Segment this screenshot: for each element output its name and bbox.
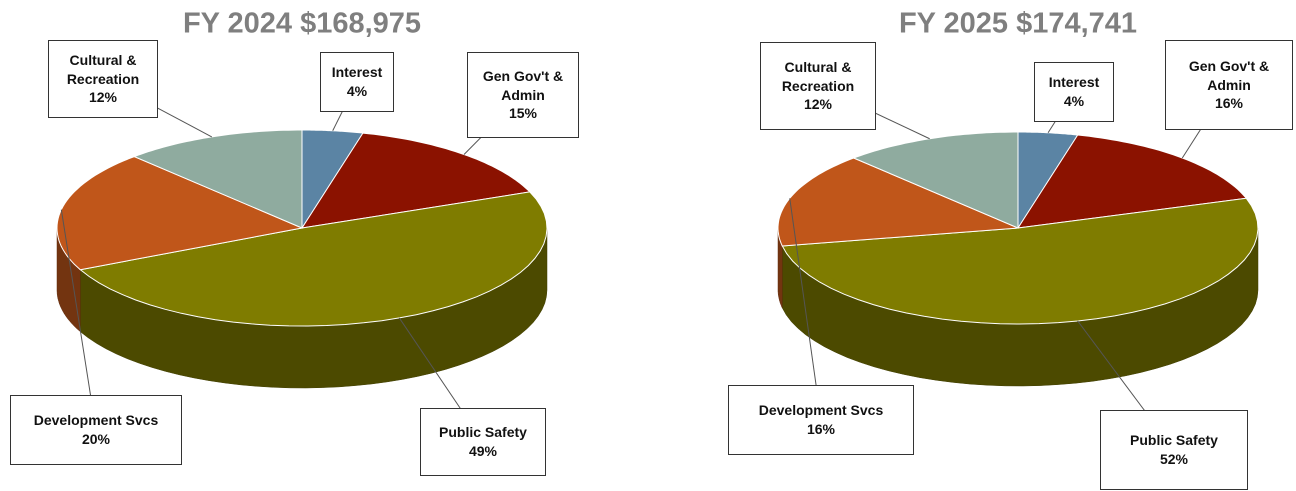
category-label: Cultural & Recreation xyxy=(781,58,855,94)
data-label: Cultural & Recreation 12% xyxy=(48,40,158,118)
leader-line xyxy=(60,209,97,431)
leader-line xyxy=(789,198,822,421)
value-label: 16% xyxy=(806,421,836,437)
category-label: Cultural & Recreation xyxy=(66,51,140,87)
pie-tops xyxy=(777,131,1259,325)
slice xyxy=(300,132,531,229)
chart-title: FY 2024 $168,975 xyxy=(183,8,421,40)
data-label: Interest 4% xyxy=(1034,62,1114,122)
category-label: Gen Gov't & Admin xyxy=(482,67,564,103)
value-label: 15% xyxy=(508,105,538,122)
category-label: Interest xyxy=(331,64,383,81)
category-label: Public Safety xyxy=(1130,432,1218,449)
data-label: Cultural & Recreation 12% xyxy=(760,42,876,130)
pie-tops xyxy=(56,129,548,327)
value-label: 49% xyxy=(468,443,498,459)
slice xyxy=(56,156,304,271)
data-label: Development Svcs 20% xyxy=(10,395,182,465)
category-label: Gen Gov't & Admin xyxy=(1188,57,1270,93)
data-label: Public Safety 49% xyxy=(420,408,546,476)
value-label: 12% xyxy=(88,89,118,106)
data-label: Gen Gov't & Admin 16% xyxy=(1165,40,1293,130)
value-label: 16% xyxy=(1214,95,1244,112)
category-label: Interest xyxy=(1048,74,1100,91)
category-label: Development Svcs xyxy=(758,402,884,419)
value-label: 4% xyxy=(346,83,368,99)
slice xyxy=(852,131,1019,229)
slice xyxy=(777,157,1019,247)
data-label: Development Svcs 16% xyxy=(728,385,914,455)
chart-title: FY 2025 $174,741 xyxy=(899,8,1137,40)
data-label: Interest 4% xyxy=(320,52,394,112)
data-label: Gen Gov't & Admin 15% xyxy=(467,52,579,138)
slice xyxy=(79,191,548,327)
category-label: Development Svcs xyxy=(33,412,159,429)
slice xyxy=(132,129,303,229)
value-label: 12% xyxy=(803,96,833,113)
data-label: Public Safety 52% xyxy=(1100,410,1248,490)
value-label: 20% xyxy=(81,431,111,447)
category-label: Public Safety xyxy=(439,424,527,441)
value-label: 52% xyxy=(1159,451,1189,467)
value-label: 4% xyxy=(1063,93,1085,109)
